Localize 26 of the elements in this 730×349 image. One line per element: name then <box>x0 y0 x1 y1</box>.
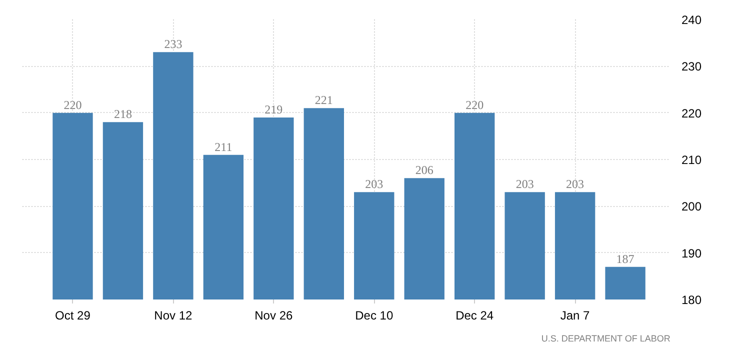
data-label: 187 <box>616 252 634 266</box>
y-tick-label: 180 <box>682 293 702 307</box>
x-tick-label: Nov 12 <box>154 308 193 322</box>
y-tick-label: 220 <box>682 106 702 120</box>
y-tick-label: 210 <box>682 153 702 167</box>
y-tick-label: 240 <box>682 13 702 27</box>
data-label: 233 <box>164 37 182 52</box>
data-label: 203 <box>365 177 384 192</box>
x-tick-label: Dec 10 <box>355 308 394 322</box>
data-label: 218 <box>114 107 132 122</box>
x-tick-label: Nov 26 <box>254 308 293 322</box>
x-tick-label: Dec 24 <box>456 308 494 322</box>
data-label: 220 <box>466 98 484 112</box>
x-tick-label: Jan 7 <box>560 308 590 322</box>
x-tick-label: Oct 29 <box>55 308 91 322</box>
y-tick-label: 190 <box>682 246 702 260</box>
data-label: 220 <box>64 98 82 112</box>
data-label: 219 <box>264 102 283 116</box>
text: U.S. DEPARTMENT OF LABOR <box>541 334 671 344</box>
y-tick-label: 200 <box>682 200 702 214</box>
y-tick-label: 230 <box>682 60 702 74</box>
data-label: 203 <box>516 177 534 192</box>
data-label: 203 <box>566 177 584 192</box>
data-label: 206 <box>415 163 434 178</box>
data-label: 221 <box>314 93 333 108</box>
data-label: 211 <box>214 140 232 154</box>
